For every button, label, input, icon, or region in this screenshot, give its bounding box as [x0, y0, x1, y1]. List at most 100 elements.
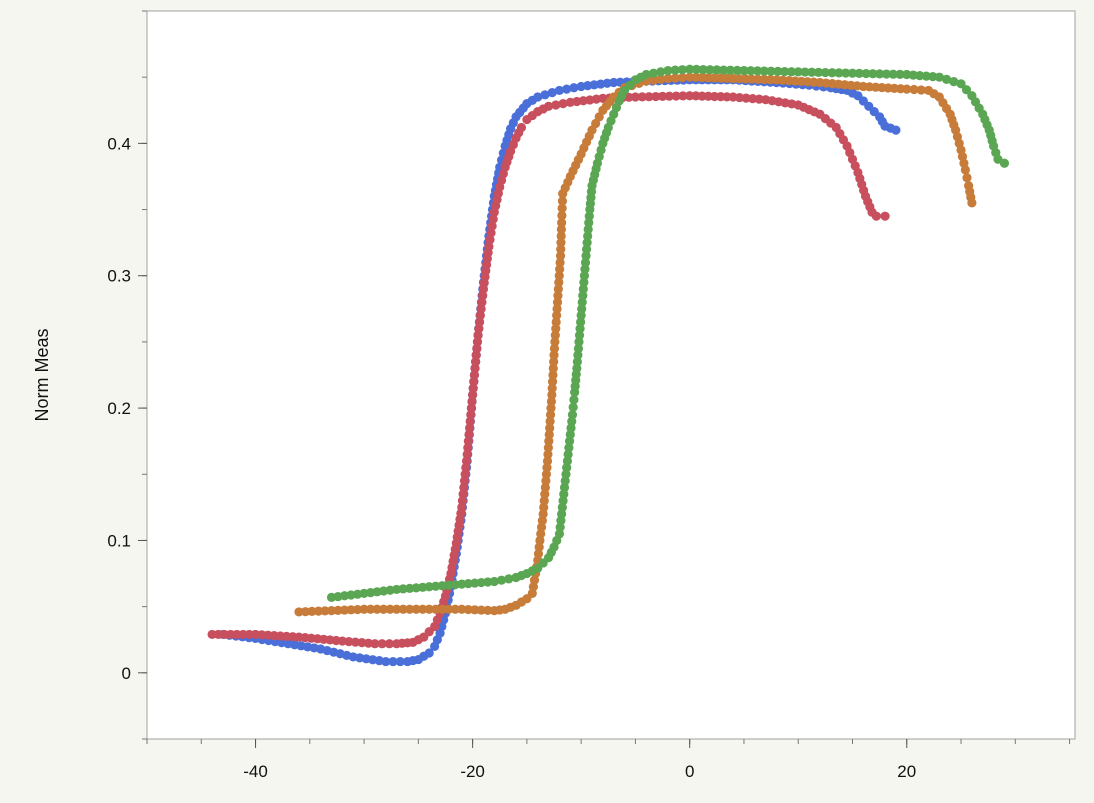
- data-point: [827, 68, 837, 78]
- data-point: [562, 84, 572, 94]
- data-point: [656, 67, 666, 77]
- data-point: [656, 74, 666, 84]
- data-point: [800, 67, 810, 77]
- x-tick-label: 20: [897, 762, 916, 781]
- data-point: [556, 231, 566, 241]
- data-point: [486, 228, 496, 238]
- data-point: [766, 66, 776, 76]
- data-point: [496, 575, 507, 585]
- data-point: [572, 363, 582, 373]
- data-point: [648, 68, 659, 78]
- data-point: [424, 604, 434, 614]
- data-point: [352, 604, 363, 615]
- data-point: [547, 383, 557, 393]
- data-point: [540, 489, 550, 499]
- data-point: [581, 244, 592, 254]
- x-tick-label: -20: [460, 762, 485, 781]
- data-point: [644, 92, 654, 102]
- data-point: [579, 271, 590, 281]
- data-point: [313, 606, 324, 616]
- data-point: [320, 606, 330, 616]
- data-point: [567, 410, 578, 420]
- data-point: [395, 656, 405, 667]
- data-point: [881, 69, 892, 79]
- data-point: [558, 99, 568, 109]
- data-point: [487, 221, 497, 231]
- data-point: [557, 203, 567, 213]
- data-point: [574, 330, 585, 340]
- data-point: [752, 66, 763, 76]
- data-point: [967, 198, 977, 208]
- data-point: [909, 84, 919, 95]
- data-point: [488, 214, 498, 224]
- data-point: [577, 297, 587, 307]
- series-3: [294, 72, 977, 617]
- data-point: [465, 416, 475, 426]
- data-point: [609, 77, 619, 88]
- data-point: [450, 604, 460, 614]
- data-point: [583, 224, 593, 234]
- data-point: [431, 604, 441, 614]
- data-point: [539, 496, 549, 506]
- data-point: [651, 91, 661, 102]
- data-point: [476, 605, 486, 615]
- data-point: [548, 363, 558, 373]
- data-point: [678, 91, 688, 101]
- data-point: [580, 257, 591, 268]
- data-point: [888, 69, 898, 79]
- data-point: [370, 639, 380, 649]
- data-point: [961, 85, 972, 95]
- data-point: [516, 122, 527, 133]
- data-point: [875, 69, 885, 79]
- data-point: [861, 68, 871, 79]
- data-point: [388, 656, 398, 667]
- data-point: [372, 604, 382, 614]
- data-point: [624, 92, 634, 102]
- data-point: [464, 423, 475, 433]
- data-point: [551, 317, 561, 327]
- data-point: [807, 67, 817, 77]
- data-point: [469, 377, 479, 387]
- data-point: [365, 604, 376, 614]
- data-point: [539, 502, 549, 512]
- x-tick-label: 0: [685, 762, 694, 781]
- data-point: [847, 68, 858, 78]
- data-point: [949, 76, 959, 87]
- data-point: [444, 604, 454, 614]
- data-point: [462, 449, 472, 460]
- data-point: [551, 324, 561, 334]
- data-point: [584, 211, 594, 221]
- data-point: [307, 606, 317, 617]
- data-point: [916, 85, 926, 95]
- data-point: [543, 443, 553, 453]
- data-point: [712, 65, 722, 75]
- data-point: [555, 251, 566, 261]
- data-point: [582, 238, 592, 248]
- data-point: [677, 65, 688, 75]
- data-point: [962, 173, 972, 183]
- data-point: [339, 605, 350, 615]
- data-point: [548, 370, 558, 380]
- data-point: [464, 429, 474, 440]
- data-point: [470, 605, 480, 615]
- data-point: [583, 231, 593, 241]
- data-point: [294, 607, 304, 617]
- data-point: [577, 304, 587, 314]
- data-point: [549, 350, 559, 360]
- data-point: [484, 242, 494, 252]
- data-point: [739, 65, 749, 76]
- data-point: [381, 656, 391, 667]
- y-tick-label: 0.3: [107, 267, 131, 286]
- data-point: [576, 310, 586, 321]
- data-point: [470, 363, 480, 373]
- data-point: [540, 90, 550, 100]
- data-point: [793, 67, 803, 77]
- data-point: [891, 125, 901, 135]
- data-point: [437, 604, 447, 614]
- data-point: [671, 91, 681, 101]
- data-point: [384, 639, 395, 649]
- data-point: [544, 436, 554, 446]
- data-point: [471, 357, 481, 367]
- data-point: [657, 91, 668, 101]
